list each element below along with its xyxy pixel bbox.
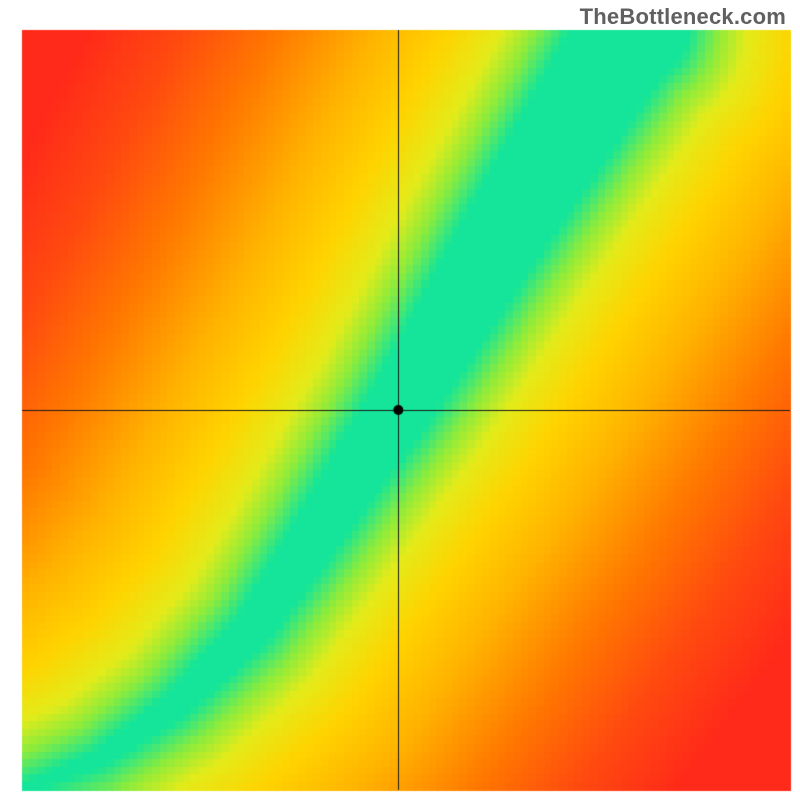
chart-container: TheBottleneck.com [0, 0, 800, 800]
watermark-text: TheBottleneck.com [580, 4, 786, 30]
bottleneck-heatmap [0, 0, 800, 800]
